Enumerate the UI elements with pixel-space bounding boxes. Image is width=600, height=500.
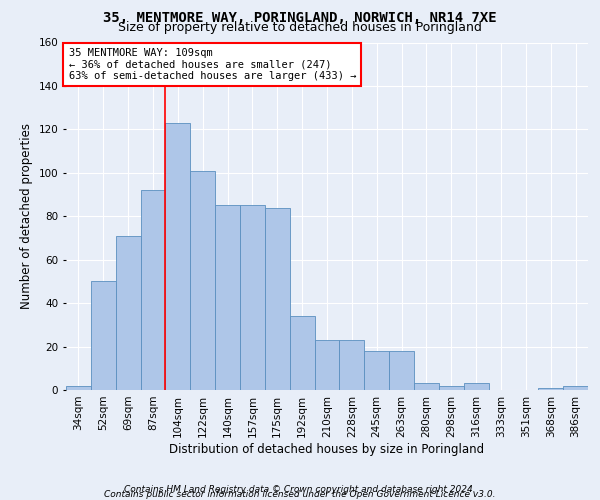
Text: 35 MENTMORE WAY: 109sqm
← 36% of detached houses are smaller (247)
63% of semi-d: 35 MENTMORE WAY: 109sqm ← 36% of detache… (68, 48, 356, 81)
Bar (140, 190, 166, 390)
Bar (364, 351, 389, 390)
Text: Contains HM Land Registry data © Crown copyright and database right 2024.: Contains HM Land Registry data © Crown c… (124, 484, 476, 494)
Bar (340, 340, 364, 390)
Bar (190, 170, 215, 390)
Bar (240, 206, 265, 390)
Bar (439, 386, 464, 390)
Bar (66, 386, 91, 390)
X-axis label: Distribution of detached houses by size in Poringland: Distribution of detached houses by size … (169, 442, 485, 456)
Bar (314, 340, 340, 390)
Y-axis label: Number of detached properties: Number of detached properties (20, 123, 33, 309)
Bar (91, 282, 116, 390)
Bar (265, 208, 290, 390)
Text: Contains public sector information licensed under the Open Government Licence v3: Contains public sector information licen… (104, 490, 496, 499)
Bar (414, 384, 439, 390)
Bar (464, 384, 488, 390)
Bar (116, 236, 140, 390)
Bar (290, 316, 314, 390)
Text: Size of property relative to detached houses in Poringland: Size of property relative to detached ho… (118, 22, 482, 35)
Bar (215, 206, 240, 390)
Bar (166, 123, 190, 390)
Text: 35, MENTMORE WAY, PORINGLAND, NORWICH, NR14 7XE: 35, MENTMORE WAY, PORINGLAND, NORWICH, N… (103, 11, 497, 25)
Bar (538, 388, 563, 390)
Bar (389, 351, 414, 390)
Bar (563, 386, 588, 390)
